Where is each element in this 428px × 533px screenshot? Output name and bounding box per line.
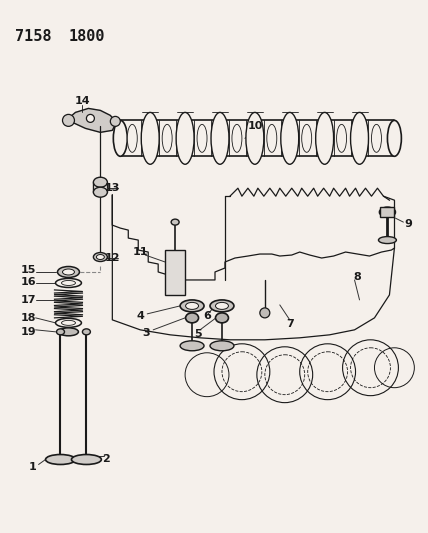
Text: 10: 10 (248, 122, 264, 131)
Ellipse shape (351, 112, 369, 164)
Text: 5: 5 (194, 329, 202, 339)
Ellipse shape (387, 120, 401, 156)
Ellipse shape (302, 124, 312, 152)
Ellipse shape (186, 313, 199, 323)
Ellipse shape (180, 300, 204, 312)
Ellipse shape (56, 329, 65, 335)
Ellipse shape (210, 300, 234, 312)
Text: 8: 8 (354, 272, 361, 282)
Ellipse shape (246, 112, 264, 164)
Polygon shape (65, 108, 116, 132)
Ellipse shape (93, 177, 107, 187)
Ellipse shape (316, 112, 333, 164)
Text: 15: 15 (21, 265, 36, 275)
Ellipse shape (176, 112, 194, 164)
Ellipse shape (197, 124, 207, 152)
Ellipse shape (141, 112, 159, 164)
Text: 6: 6 (203, 311, 211, 321)
Ellipse shape (171, 219, 179, 225)
Bar (380, 207, 395, 217)
Ellipse shape (215, 302, 229, 309)
Text: 14: 14 (74, 96, 90, 107)
Ellipse shape (96, 255, 104, 260)
Ellipse shape (281, 112, 299, 164)
Text: 4: 4 (136, 311, 144, 321)
Ellipse shape (45, 455, 75, 464)
Ellipse shape (186, 302, 199, 309)
Circle shape (62, 115, 74, 126)
Ellipse shape (62, 269, 74, 275)
Ellipse shape (62, 320, 75, 325)
Ellipse shape (62, 280, 75, 286)
Text: 19: 19 (21, 327, 36, 337)
Ellipse shape (59, 328, 78, 336)
Ellipse shape (211, 112, 229, 164)
Ellipse shape (336, 124, 347, 152)
Ellipse shape (93, 187, 107, 197)
Text: 9: 9 (404, 219, 412, 229)
Text: 1: 1 (29, 463, 36, 472)
Text: 17: 17 (21, 295, 36, 305)
Ellipse shape (210, 341, 234, 351)
Text: 3: 3 (143, 328, 150, 338)
Bar (165, 250, 185, 295)
Ellipse shape (267, 124, 277, 152)
Ellipse shape (127, 124, 137, 152)
Text: 1800: 1800 (68, 29, 105, 44)
Text: 18: 18 (21, 313, 36, 323)
Ellipse shape (378, 237, 396, 244)
Ellipse shape (162, 124, 172, 152)
Ellipse shape (83, 329, 90, 335)
Ellipse shape (56, 278, 81, 287)
Circle shape (86, 115, 95, 123)
Ellipse shape (232, 124, 242, 152)
Text: 7: 7 (286, 319, 294, 329)
Text: 7158: 7158 (15, 29, 51, 44)
Text: 11: 11 (133, 247, 148, 257)
Ellipse shape (372, 124, 381, 152)
Ellipse shape (57, 266, 80, 278)
Ellipse shape (380, 207, 395, 217)
Circle shape (260, 308, 270, 318)
Text: 2: 2 (102, 455, 110, 464)
Ellipse shape (215, 313, 229, 323)
Text: 16: 16 (21, 277, 36, 287)
Ellipse shape (180, 341, 204, 351)
Ellipse shape (93, 253, 107, 262)
Text: 12: 12 (104, 253, 120, 263)
Ellipse shape (113, 120, 127, 156)
Circle shape (110, 116, 120, 126)
Ellipse shape (56, 318, 81, 327)
Text: 13: 13 (104, 183, 120, 193)
Ellipse shape (71, 455, 101, 464)
